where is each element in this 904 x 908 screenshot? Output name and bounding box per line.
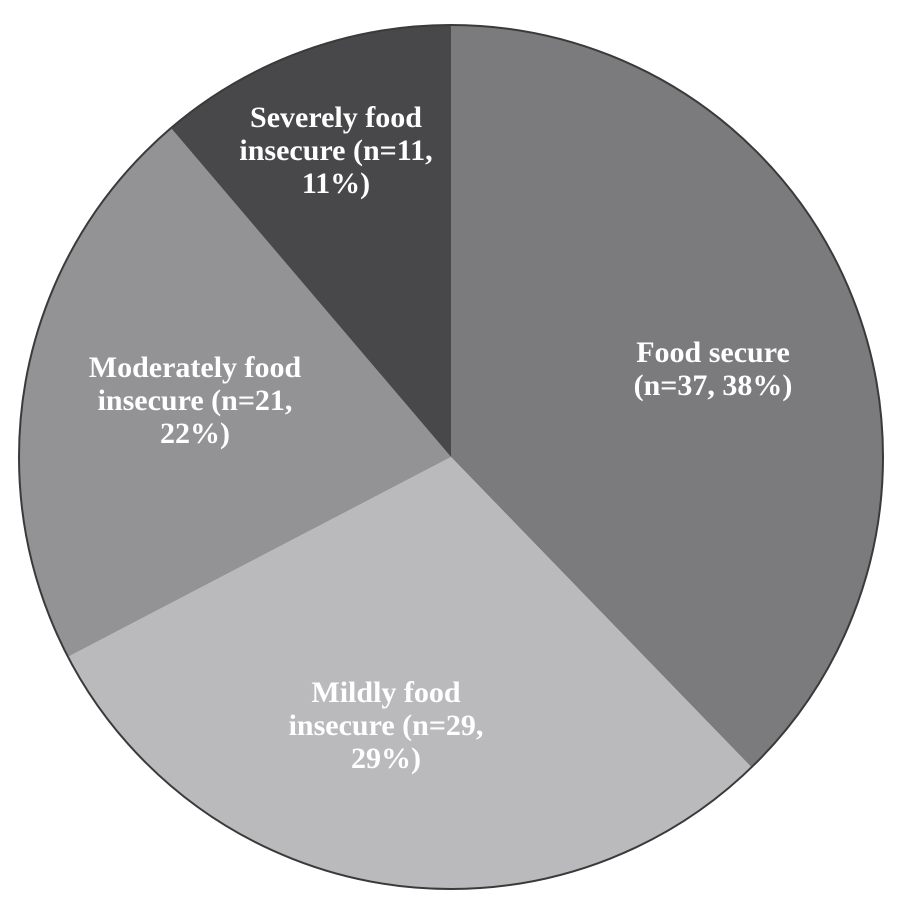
slice-label-line: 11%) xyxy=(302,167,370,200)
pie-slice-moderately-food-insecure xyxy=(19,128,451,657)
slice-label-food-secure: Food secure (n=37, 38%) xyxy=(634,336,793,402)
slice-label-line: (n=37, 38%) xyxy=(634,369,793,402)
pie-slices xyxy=(19,25,883,889)
slice-label-line: insecure (n=21, xyxy=(98,384,293,417)
slice-label-line: insecure (n=29, xyxy=(289,709,484,742)
slice-label-moderately-food-insecure: Moderately food insecure (n=21, 22%) xyxy=(89,351,302,450)
slice-label-line: Severely food xyxy=(250,101,422,134)
slice-label-line: 22%) xyxy=(160,417,230,450)
slice-label-severely-food-insecure: Severely food insecure (n=11, 11%) xyxy=(239,101,432,200)
slice-label-line: Food secure xyxy=(636,336,790,369)
pie-slice-severely-food-insecure xyxy=(170,25,451,457)
pie-outline xyxy=(18,24,884,890)
slice-label-line: insecure (n=11, xyxy=(239,134,432,167)
slice-label-mildly-food-insecure: Mildly food insecure (n=29, 29%) xyxy=(289,676,484,775)
pie-slice-food-secure xyxy=(451,25,883,768)
slice-label-line: Moderately food xyxy=(89,351,302,384)
slice-label-line: 29%) xyxy=(351,742,421,775)
pie-slice-mildly-food-insecure xyxy=(67,457,752,889)
pie-labels: Food secure (n=37, 38%)Mildly food insecur… xyxy=(89,101,793,775)
slice-label-line: Mildly food xyxy=(311,676,460,709)
